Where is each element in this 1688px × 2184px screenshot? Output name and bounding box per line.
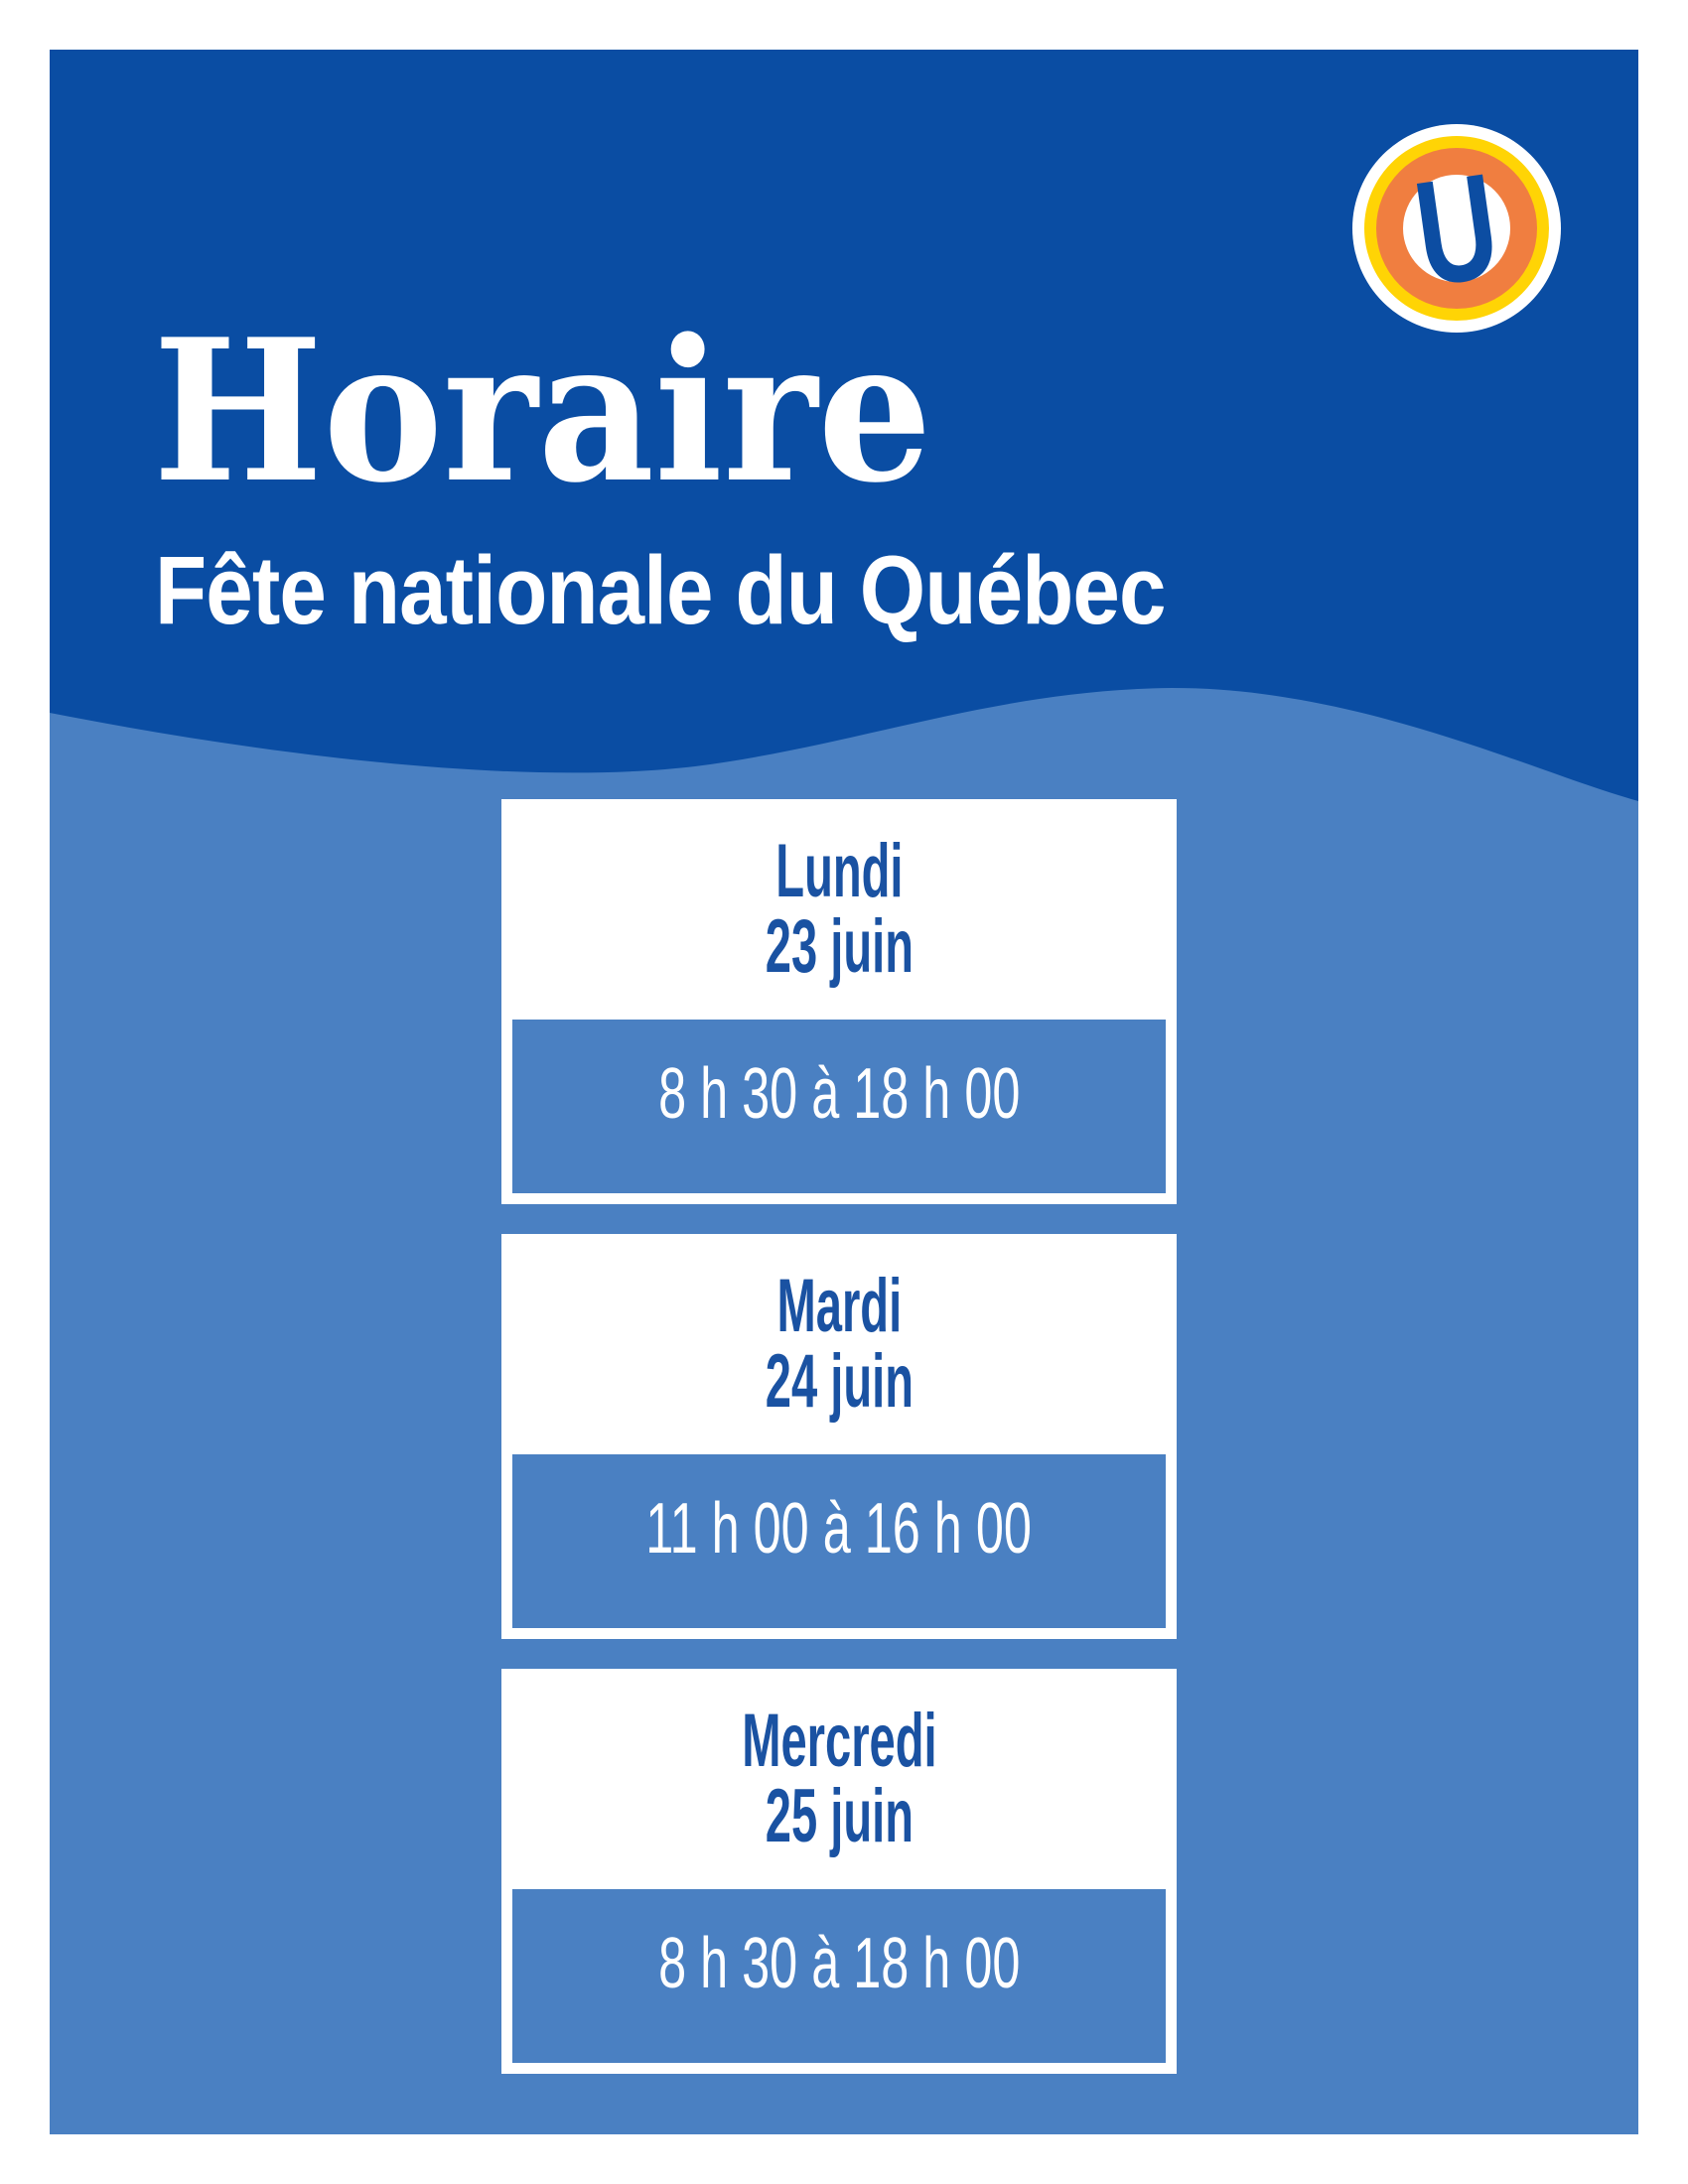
day-header: Lundi 23 juin	[501, 799, 1177, 1020]
hours-badge: 8 h 30 à 18 h 00	[512, 1889, 1166, 2063]
hours-badge: 8 h 30 à 18 h 00	[512, 1020, 1166, 1193]
page-title: Horaire	[153, 297, 932, 526]
day-label: Mardi	[776, 1264, 902, 1348]
schedule-card-monday: Lundi 23 juin 8 h 30 à 18 h 00	[501, 799, 1177, 1204]
date-label: 24 juin	[765, 1339, 914, 1424]
header-wave	[50, 50, 1638, 801]
page-subtitle: Fête nationale du Québec	[155, 536, 1167, 644]
day-header: Mardi 24 juin	[501, 1234, 1177, 1454]
day-header: Mercredi 25 juin	[501, 1669, 1177, 1889]
hours-label: 11 h 00 à 16 h 00	[645, 1488, 1033, 1569]
hours-badge: 11 h 00 à 16 h 00	[512, 1454, 1166, 1628]
hours-label: 8 h 30 à 18 h 00	[657, 1053, 1021, 1134]
schedule-card-tuesday: Mardi 24 juin 11 h 00 à 16 h 00	[501, 1234, 1177, 1639]
date-label: 25 juin	[765, 1774, 914, 1858]
day-label: Lundi	[774, 829, 904, 913]
brand-u-logo-icon: U	[1352, 124, 1561, 333]
schedule-card-wednesday: Mercredi 25 juin 8 h 30 à 18 h 00	[501, 1669, 1177, 2074]
hours-label: 8 h 30 à 18 h 00	[657, 1923, 1021, 2003]
poster-canvas: U Horaire Fête nationale du Québec Lundi…	[50, 50, 1638, 2134]
day-label: Mercredi	[741, 1699, 937, 1783]
date-label: 23 juin	[765, 904, 914, 989]
